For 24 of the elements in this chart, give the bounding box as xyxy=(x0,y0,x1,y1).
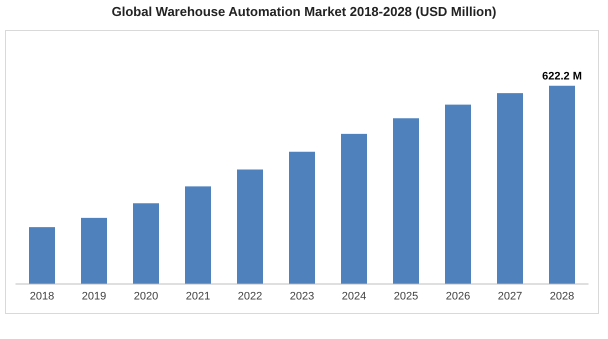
x-tick-label: 2020 xyxy=(134,290,158,302)
x-tick-label: 2019 xyxy=(82,290,106,302)
x-tick-label: 2024 xyxy=(342,290,366,302)
x-tick-label: 2027 xyxy=(498,290,522,302)
bar xyxy=(497,93,523,284)
bar xyxy=(341,134,367,284)
x-tick-label: 2018 xyxy=(30,290,54,302)
bar xyxy=(29,227,55,284)
bar xyxy=(237,170,263,284)
x-tick-label: 2028 xyxy=(550,290,574,302)
x-tick-label: 2022 xyxy=(238,290,262,302)
x-tick-label: 2026 xyxy=(446,290,470,302)
x-tick-label: 2023 xyxy=(290,290,314,302)
data-label: 622.2 M xyxy=(542,70,582,82)
x-tick-label: 2021 xyxy=(186,290,210,302)
bar xyxy=(393,118,419,284)
chart-title: Global Warehouse Automation Market 2018-2028 (USD Million) xyxy=(110,4,498,19)
bar xyxy=(445,104,471,284)
bar xyxy=(81,218,107,284)
bar xyxy=(289,152,315,284)
bar xyxy=(185,186,211,284)
bar xyxy=(133,203,159,284)
x-tick-label: 2025 xyxy=(394,290,418,302)
bar xyxy=(549,86,575,284)
